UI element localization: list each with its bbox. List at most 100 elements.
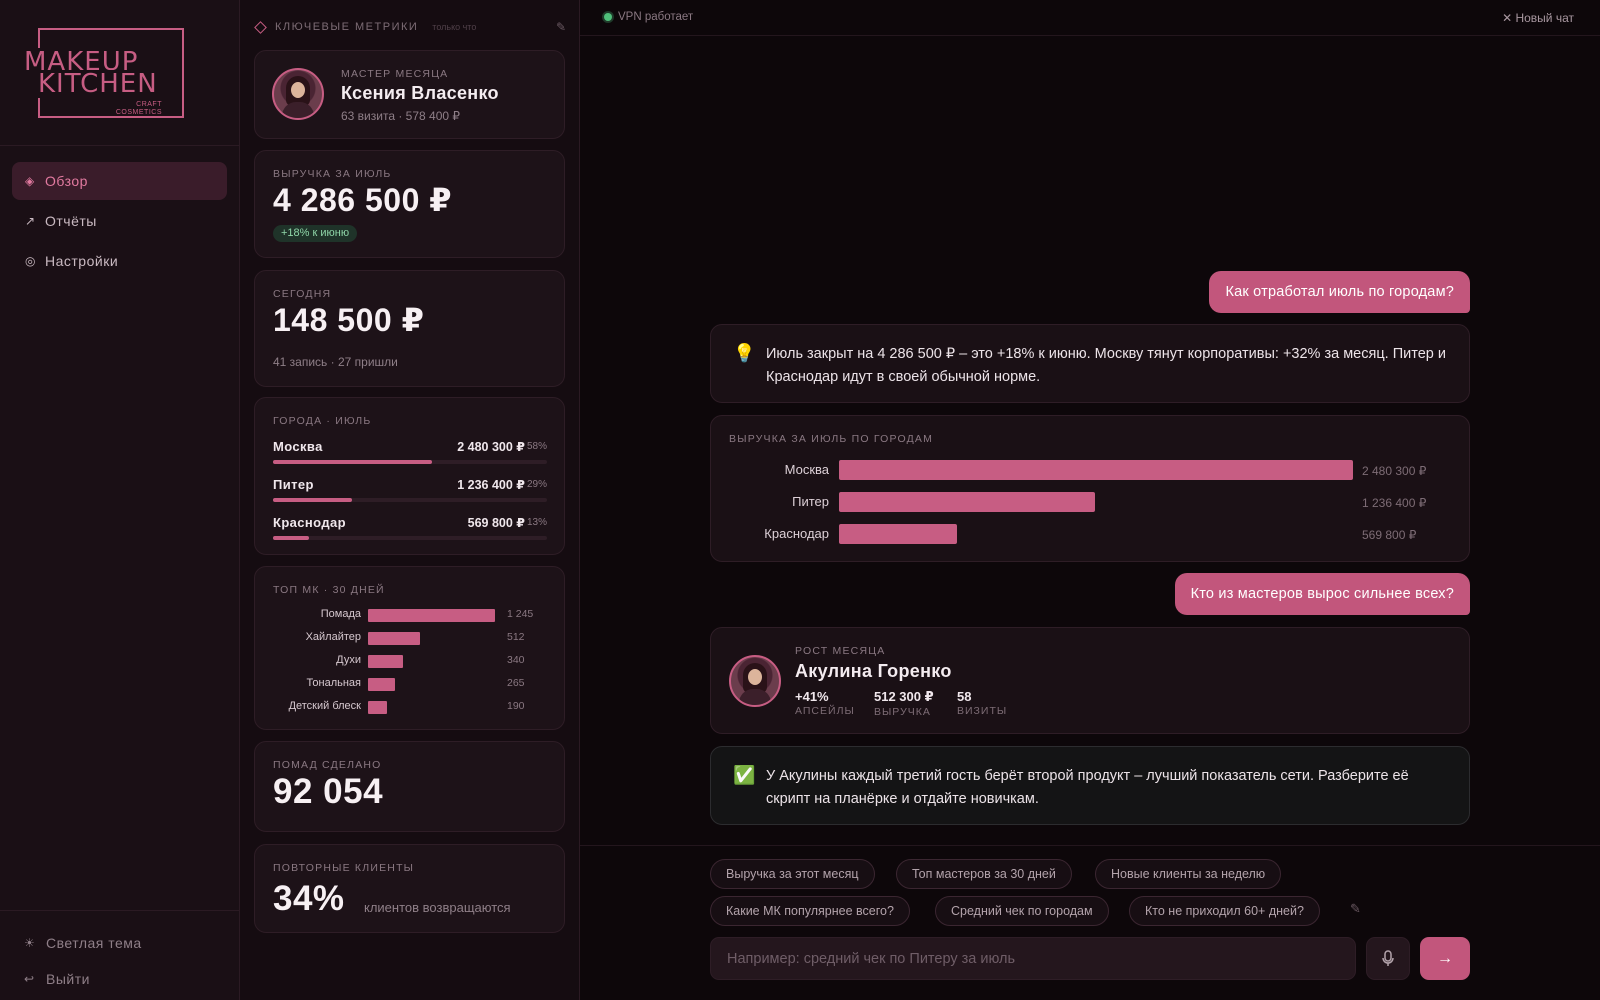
progress-track — [273, 460, 547, 464]
lipsticks-made-card: ПОМАД СДЕЛАНО 92 054 — [254, 741, 565, 832]
master-of-month-card: МАСТЕР МЕСЯЦА Ксения Власенко 63 визита … — [254, 50, 565, 139]
assistant-text: Июль закрыт на 4 286 500 ₽ – это +18% к … — [766, 346, 1446, 385]
trend-arrow-icon: ↗ — [25, 214, 36, 228]
progress-track — [273, 536, 547, 540]
chart-row: Москва 2 480 300 ₽ — [711, 460, 1471, 480]
card-label: СЕГОДНЯ — [273, 288, 332, 300]
suggestion-chip[interactable]: Топ мастеров за 30 дней — [896, 859, 1072, 889]
nav-item-label: Отчёты — [45, 213, 97, 229]
top-mk-value: 512 — [507, 631, 525, 643]
chat-input[interactable] — [710, 937, 1356, 980]
top-mk-value: 1 245 — [507, 608, 534, 620]
logo-subtitle-2: COSMETICS — [115, 109, 162, 116]
microphone-button[interactable] — [1366, 937, 1410, 980]
edit-icon[interactable]: ✎ — [1350, 901, 1361, 916]
top-mk-bar — [368, 655, 403, 668]
chart-bar — [839, 524, 958, 544]
top-mk-card: ТОП МК · 30 ДНЕЙ Помада 1 245 Хайлайтер … — [254, 566, 565, 730]
suggestion-chip[interactable]: Средний чек по городам — [935, 896, 1109, 926]
edit-icon[interactable]: ✎ — [555, 20, 566, 34]
microphone-icon — [1382, 949, 1394, 966]
top-mk-row: Духи 340 — [255, 651, 566, 671]
status-dot-icon — [604, 13, 612, 21]
user-message: Кто из мастеров вырос сильнее всех? — [1174, 573, 1470, 615]
top-mk-value: 340 — [507, 654, 525, 666]
top-mk-bar — [368, 678, 396, 691]
logo-line-2: KITCHEN — [36, 69, 160, 99]
suggestion-chip[interactable]: Какие МК популярнее всего? — [710, 896, 910, 926]
top-mk-value: 265 — [507, 677, 525, 689]
send-button[interactable]: → — [1420, 937, 1470, 980]
top-mk-name: Духи — [336, 654, 361, 666]
card-label: ТОП МК · 30 ДНЕЙ — [273, 584, 385, 596]
chat-topbar: VPN работает ✕ Новый чат — [580, 0, 1600, 36]
top-mk-value: 190 — [507, 700, 525, 712]
stat-visits: 58 ВИЗИТЫ — [957, 689, 1007, 717]
sun-icon: ☀ — [24, 936, 36, 950]
settings-circle-icon: ◎ — [25, 254, 36, 268]
tip-text: У Акулины каждый третий гость берёт втор… — [766, 768, 1409, 807]
metrics-updated: только что — [432, 22, 477, 32]
top-mk-bar — [368, 632, 421, 645]
growth-badge: +18% к июню — [273, 225, 358, 242]
suggestion-chip[interactable]: Кто не приходил 60+ дней? — [1129, 896, 1320, 926]
assistant-tip: ✅ У Акулины каждый третий гость берёт вт… — [710, 746, 1470, 825]
suggestion-chip[interactable]: Выручка за этот месяц — [710, 859, 875, 889]
top-mk-name: Тональная — [306, 677, 361, 689]
card-label: МАСТЕР МЕСЯЦА — [341, 68, 449, 80]
repeat-clients-card: ПОВТОРНЫЕ КЛИЕНТЫ 34% клиентов возвращаю… — [254, 844, 565, 933]
top-mk-row: Помада 1 245 — [255, 605, 566, 625]
vpn-status-label: VPN работает — [618, 11, 694, 23]
city-name: Питер — [273, 477, 314, 492]
today-value: 148 500 ₽ — [273, 302, 425, 338]
chart-bar — [839, 492, 1096, 512]
lightbulb-icon: 💡 — [733, 343, 756, 363]
new-chat-button[interactable]: ✕ Новый чат — [1502, 11, 1574, 25]
stat-key: АПСЕЙЛЫ — [795, 705, 855, 717]
master-name: Ксения Власенко — [341, 83, 499, 103]
logo-subtitle: CRAFT COSMETICS — [112, 101, 162, 117]
stat-value: +41% — [795, 689, 829, 704]
top-mk-name: Помада — [320, 608, 361, 620]
logout-label: Выйти — [46, 971, 90, 987]
revenue-value: 4 286 500 ₽ — [273, 182, 453, 218]
check-icon: ✅ — [733, 765, 756, 785]
card-label: ПОМАД СДЕЛАНО — [273, 759, 382, 771]
nav-item-label: Настройки — [45, 253, 119, 269]
top-mk-row: Хайлайтер 512 — [255, 628, 566, 648]
main-nav: ◈ Обзор ↗ Отчёты ◎ Настройки — [12, 162, 227, 282]
city-value: 1 236 400 ₽ — [457, 478, 525, 492]
growth-master-card: РОСТ МЕСЯЦА Акулина Горенко +41% АПСЕЙЛЫ… — [710, 627, 1470, 734]
progress-fill — [273, 498, 353, 502]
top-mk-row: Детский блеск 190 — [255, 697, 566, 717]
chart-value-label: 2 480 300 ₽ — [1362, 464, 1427, 478]
suggestion-chips: Выручка за этот месяц Топ мастеров за 30… — [580, 845, 1600, 1000]
city-percent: 13% — [526, 517, 547, 528]
nav-item-overview[interactable]: ◈ Обзор — [12, 162, 227, 200]
user-message: Как отработал июль по городам? — [1209, 271, 1470, 313]
logo-subtitle-1: CRAFT — [136, 101, 162, 108]
avatar — [272, 68, 324, 120]
metrics-title: КЛЮЧЕВЫЕ МЕТРИКИ — [275, 21, 419, 33]
metrics-panel: КЛЮЧЕВЫЕ МЕТРИКИ только что ✎ МАСТЕР МЕС… — [240, 0, 580, 1000]
master-stats: 63 визита · 578 400 ₽ — [341, 109, 461, 123]
logo: MAKEUP KITCHEN CRAFT COSMETICS — [0, 0, 240, 146]
repeat-value: 34% — [273, 879, 345, 918]
logout-button[interactable]: ↩ Выйти — [24, 961, 216, 997]
chart-title: ВЫРУЧКА ЗА ИЮЛЬ ПО ГОРОДАМ — [729, 433, 934, 445]
chart-bar — [839, 460, 1353, 480]
nav-item-reports[interactable]: ↗ Отчёты — [12, 202, 227, 240]
chart-category-label: Питер — [792, 494, 829, 509]
suggestion-chip[interactable]: Новые клиенты за неделю — [1095, 859, 1282, 889]
nav-item-settings[interactable]: ◎ Настройки — [12, 242, 227, 280]
light-theme-toggle[interactable]: ☀ Светлая тема — [24, 925, 216, 961]
top-mk-name: Детский блеск — [288, 700, 361, 712]
top-mk-row: Тональная 265 — [255, 674, 566, 694]
stat-key: ВИЗИТЫ — [957, 705, 1008, 717]
card-label: ВЫРУЧКА ЗА ИЮЛЬ — [273, 168, 392, 180]
top-mk-bar — [368, 609, 495, 622]
light-theme-label: Светлая тема — [46, 935, 142, 951]
stat-upsells: +41% АПСЕЙЛЫ — [795, 689, 855, 717]
city-revenue-chart: ВЫРУЧКА ЗА ИЮЛЬ ПО ГОРОДАМ Москва 2 480 … — [710, 415, 1470, 562]
vpn-status: VPN работает — [604, 11, 693, 23]
